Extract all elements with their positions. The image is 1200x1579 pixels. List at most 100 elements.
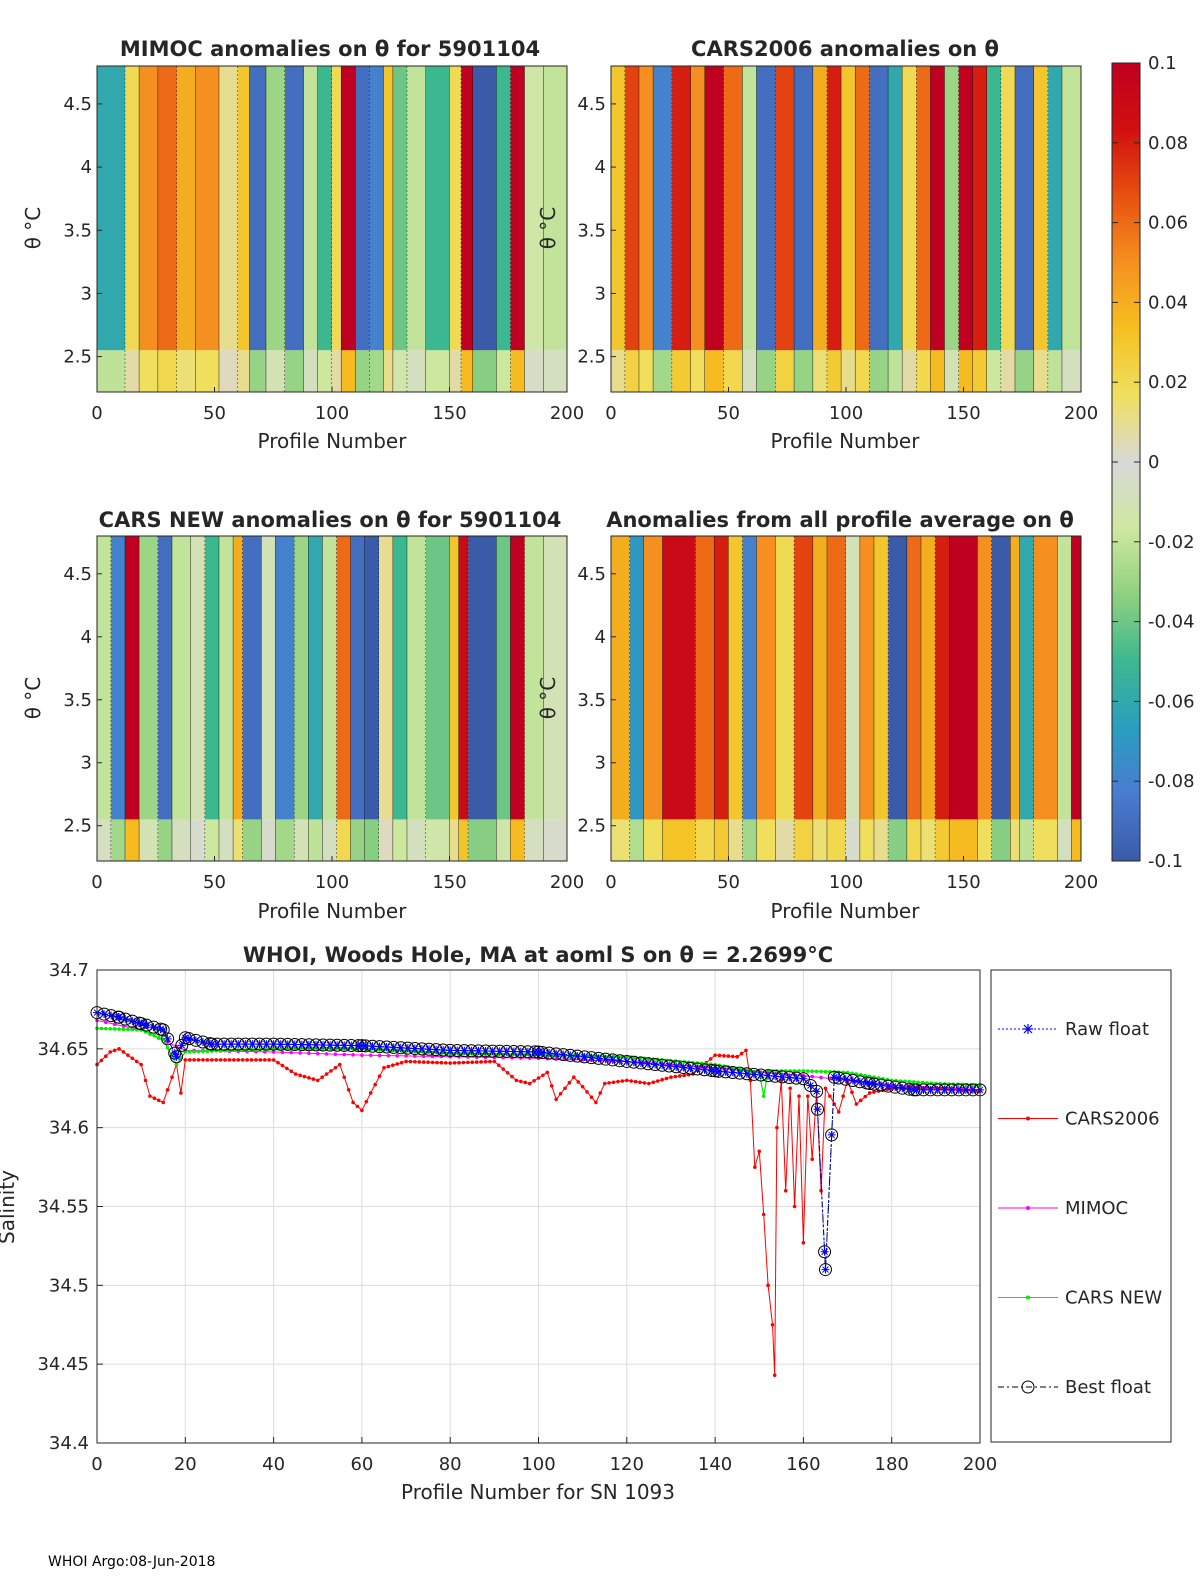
legend-marker — [1021, 1380, 1035, 1394]
x-tick-label: 50 — [203, 872, 226, 893]
heatmap-band — [468, 536, 497, 820]
data-point — [104, 1020, 108, 1025]
data-point — [672, 1062, 681, 1071]
data-point — [801, 1069, 806, 1073]
data-point — [819, 1075, 823, 1080]
heatmap-band-lower — [1048, 350, 1063, 392]
data-point — [538, 1048, 547, 1057]
data-point — [651, 1080, 656, 1085]
data-point — [559, 1050, 568, 1059]
panel-title: CARS NEW anomalies on θ for 5901104 — [99, 508, 562, 532]
data-point — [187, 1050, 192, 1054]
data-point — [241, 1040, 250, 1049]
data-point — [157, 1098, 161, 1103]
heatmap-band — [332, 66, 342, 351]
heatmap-band — [426, 66, 450, 351]
colorbar-tick-label: -0.1 — [1148, 851, 1183, 872]
data-point — [638, 1080, 642, 1085]
data-point — [324, 1052, 329, 1056]
heatmap-band-lower — [249, 350, 267, 392]
data-point — [232, 1058, 236, 1062]
heatmap-band-lower — [1034, 819, 1058, 861]
data-point — [147, 1020, 161, 1034]
data-point — [749, 1070, 758, 1079]
data-point — [836, 1110, 841, 1114]
data-point — [474, 1046, 483, 1055]
data-point — [315, 1051, 320, 1056]
heatmap-band — [902, 66, 917, 351]
cars2006-anomaly-panel: CARS2006 anomalies on θ 0 50 100 150 200 2.5 3… — [536, 37, 1098, 453]
y-tick-label: 4 — [595, 157, 606, 178]
legend-label: MIMOC — [1065, 1198, 1128, 1219]
data-point — [174, 1062, 179, 1067]
data-point — [735, 1069, 744, 1078]
data-point — [728, 1068, 737, 1077]
data-point — [152, 1096, 157, 1101]
y-tick-label: 4.5 — [63, 94, 92, 115]
data-point — [192, 1049, 196, 1054]
x-axis-label: Profile Number — [258, 429, 408, 453]
data-point — [104, 1026, 108, 1031]
data-point — [134, 1059, 139, 1064]
heatmap-band-lower — [317, 350, 332, 392]
heatmap-band — [813, 536, 828, 820]
heatmap-band — [458, 536, 469, 820]
heatmap-band-lower — [775, 819, 795, 861]
data-point — [413, 1054, 417, 1058]
data-point — [785, 1073, 794, 1082]
heatmap-band-lower — [855, 350, 870, 392]
data-point — [799, 1074, 808, 1083]
data-point — [262, 1050, 267, 1054]
heatmap-band-lower — [341, 350, 356, 392]
data-point — [157, 1035, 161, 1040]
heatmap-band-lower — [125, 819, 140, 861]
heatmap-band — [510, 66, 525, 351]
data-point — [205, 1058, 210, 1062]
data-point — [283, 1040, 292, 1049]
data-point — [205, 1049, 210, 1053]
data-point — [280, 1050, 285, 1055]
heatmap-band — [449, 536, 459, 820]
heatmap-band-lower — [191, 819, 206, 861]
data-point — [404, 1059, 408, 1064]
y-tick-label: 2.5 — [63, 347, 92, 368]
data-point — [636, 1058, 645, 1067]
data-point — [187, 1058, 192, 1062]
heatmap-band-lower — [393, 350, 408, 392]
data-point — [395, 1062, 400, 1066]
data-point — [289, 1050, 294, 1055]
heatmap-band — [1034, 536, 1058, 820]
data-point — [276, 1040, 285, 1049]
heatmap-band — [972, 66, 987, 351]
data-point — [552, 1049, 561, 1058]
data-point — [395, 1053, 400, 1058]
data-point — [245, 1058, 249, 1062]
data-point — [919, 1085, 928, 1094]
data-point — [677, 1074, 682, 1078]
data-point — [933, 1085, 942, 1094]
data-point — [598, 1091, 603, 1095]
data-point — [810, 1069, 815, 1074]
heatmap-band-lower — [407, 350, 426, 392]
data-point — [585, 1090, 589, 1094]
heatmap-band-lower — [393, 819, 408, 861]
heatmap-band-lower — [935, 819, 950, 861]
heatmap-band-lower — [176, 350, 196, 392]
data-point — [360, 1108, 364, 1113]
series-raw-float — [93, 1008, 984, 1274]
data-point — [329, 1069, 333, 1073]
data-point — [872, 1090, 876, 1094]
heatmap-band-lower — [611, 350, 626, 392]
data-point — [408, 1059, 413, 1064]
data-point — [452, 1061, 457, 1065]
data-point — [248, 1040, 257, 1049]
data-point — [532, 1078, 536, 1083]
data-point — [616, 1079, 620, 1084]
legend-marker — [1023, 1024, 1033, 1034]
y-tick-label: 3 — [595, 283, 606, 304]
heatmap-band — [139, 66, 159, 351]
data-point — [788, 1086, 792, 1091]
heatmap-band — [393, 536, 408, 820]
heatmap-band-lower — [888, 350, 903, 392]
legend-label: Best float — [1065, 1377, 1151, 1398]
